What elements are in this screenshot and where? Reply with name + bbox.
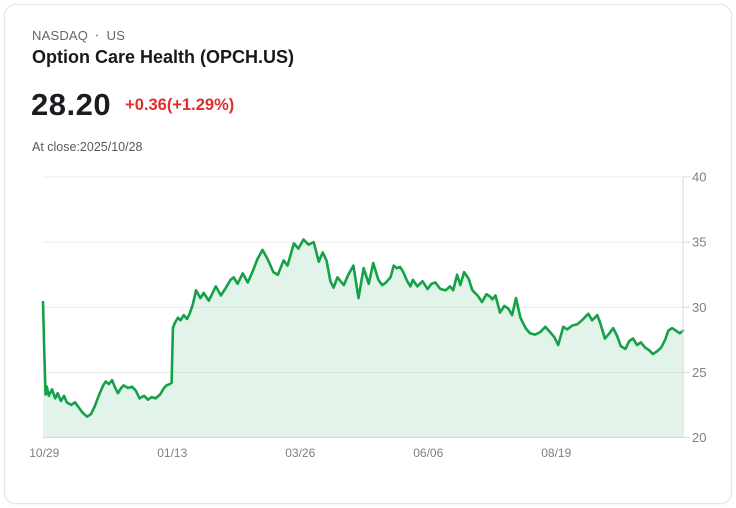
region-label: US [106, 28, 126, 43]
stock-quote-card: NASDAQ · US Option Care Health (OPCH.US)… [4, 4, 732, 504]
x-tick-label: 10/29 [29, 446, 59, 460]
stock-title: Option Care Health (OPCH.US) [32, 47, 295, 67]
price-line [41, 238, 685, 418]
y-tick-label: 20 [692, 430, 706, 445]
last-price: 28.20 [31, 87, 112, 122]
y-tick-label: 30 [692, 300, 706, 315]
x-tick-label: 03/26 [285, 446, 315, 460]
x-tick-label: 06/06 [413, 446, 443, 460]
y-tick-label: 40 [692, 170, 706, 185]
price-change: +0.36(+1.29%) [125, 95, 235, 114]
y-tick-label: 35 [692, 235, 706, 250]
x-tick-label: 08/19 [541, 446, 571, 460]
area-fill [43, 239, 683, 438]
close-time: At close:2025/10/28 [32, 140, 143, 154]
price-row: 28.20 +0.36(+1.29%) [31, 87, 234, 123]
y-tick-label: 25 [692, 365, 706, 380]
exchange-row: NASDAQ · US [32, 28, 125, 43]
exchange-label: NASDAQ [32, 28, 89, 43]
x-tick-label: 01/13 [157, 446, 187, 460]
separator-dot: · [95, 28, 100, 43]
